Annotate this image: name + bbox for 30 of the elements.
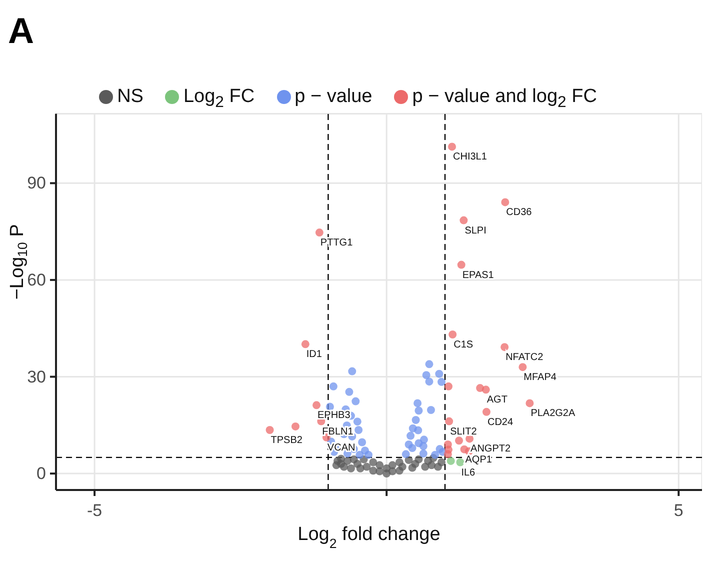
data-label: NFATC2 [506, 352, 544, 364]
data-label: TPSB2 [270, 434, 303, 446]
legend-label: Log$_{2}$ FC [183, 86, 255, 111]
legend-label: p − value and log$_{2}$ FC [412, 86, 597, 111]
x-tick-label: 5 [674, 501, 684, 520]
x-axis-title: Log$_{2}$ fold change [298, 524, 440, 550]
legend-label: p − value [294, 86, 372, 107]
data-label: CHI3L1 [453, 152, 488, 163]
y-tick-label: 60 [27, 270, 46, 290]
legend-label: NS [117, 86, 144, 107]
data-label: CD24 [487, 416, 514, 428]
data-label: EPAS1 [462, 270, 494, 281]
data-label: IL6 [461, 467, 476, 478]
y-tick-label: 0 [36, 464, 46, 484]
data-label: PTTG1 [320, 238, 354, 249]
data-label: C1S [454, 339, 474, 350]
chart-title: A [8, 10, 34, 52]
data-label: PLA2G2A [530, 408, 576, 420]
x-tick-label: -5 [86, 501, 102, 520]
data-label: SLPI [464, 225, 486, 236]
data-label: AGT [486, 394, 508, 406]
data-label: VCAN [327, 442, 356, 454]
data-label: SLIT2 [450, 426, 478, 438]
data-label: ID1 [306, 349, 322, 360]
data-label: ANGPT2 [470, 444, 511, 455]
data-label: MFAP4 [524, 372, 557, 384]
y-tick-label: 30 [27, 367, 46, 386]
data-label: FBLN1 [322, 426, 354, 438]
y-tick-label: 90 [27, 174, 46, 193]
data-label: CD36 [506, 207, 532, 218]
